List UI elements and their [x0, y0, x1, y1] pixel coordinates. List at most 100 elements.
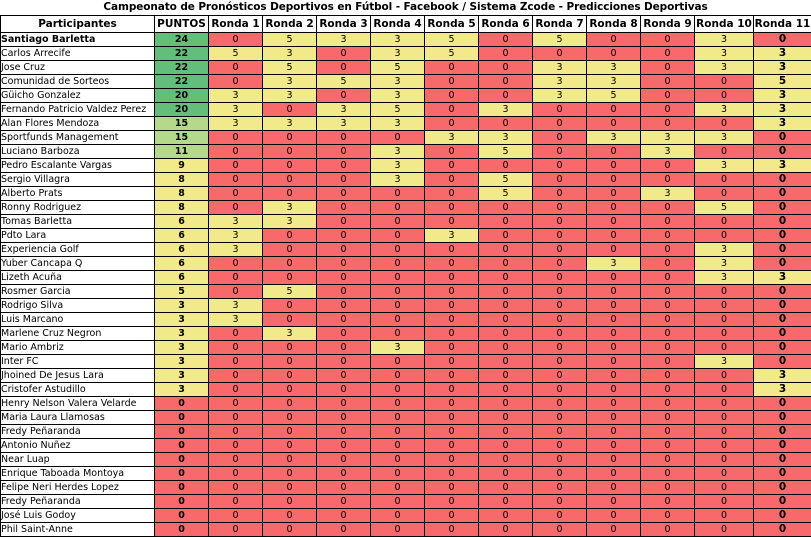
round-score-cell: 0	[317, 509, 371, 523]
round-score-cell: 0	[209, 523, 263, 537]
round-score-cell: 0	[317, 201, 371, 215]
round-score-cell: 0	[317, 425, 371, 439]
round-score-cell: 0	[425, 313, 479, 327]
round-score-cell: 0	[587, 159, 641, 173]
round-score-cell: 3	[209, 243, 263, 257]
round-score-cell: 0	[425, 117, 479, 131]
round-score-cell: 3	[317, 33, 371, 47]
round-score-cell: 0	[425, 397, 479, 411]
round-score-cell: 0	[425, 89, 479, 103]
participant-name: Experiencia Golf	[1, 243, 155, 257]
participant-name: Fredy Peñaranda	[1, 495, 155, 509]
round-score-cell: 0	[587, 523, 641, 537]
round-score-cell: 0	[209, 75, 263, 89]
round-score-cell: 3	[371, 159, 425, 173]
round-score-cell: 0	[209, 439, 263, 453]
round-score-cell: 0	[425, 257, 479, 271]
points-cell: 20	[155, 103, 209, 117]
round-score-cell: 0	[317, 257, 371, 271]
round-score-cell: 0	[263, 481, 317, 495]
round-score-cell: 0	[371, 229, 425, 243]
round-score-cell: 0	[209, 467, 263, 481]
header-round-4: Ronda 4	[371, 16, 425, 33]
round-score-cell: 0	[209, 33, 263, 47]
round-score-cell: 0	[317, 481, 371, 495]
round-score-cell: 0	[479, 75, 533, 89]
round-score-cell: 3	[641, 187, 695, 201]
participant-name: Antonio Nuñez	[1, 439, 155, 453]
points-cell: 3	[155, 355, 209, 369]
round-score-cell: 0	[695, 327, 754, 341]
round-score-cell: 0	[754, 131, 811, 145]
points-cell: 20	[155, 89, 209, 103]
round-score-cell: 0	[533, 215, 587, 229]
round-score-cell: 3	[425, 131, 479, 145]
round-score-cell: 0	[641, 327, 695, 341]
round-score-cell: 3	[263, 89, 317, 103]
round-score-cell: 0	[263, 341, 317, 355]
round-score-cell: 0	[371, 425, 425, 439]
round-score-cell: 0	[754, 425, 811, 439]
round-score-cell: 0	[533, 187, 587, 201]
round-score-cell: 0	[317, 145, 371, 159]
round-score-cell: 0	[425, 341, 479, 355]
points-cell: 0	[155, 453, 209, 467]
round-score-cell: 0	[425, 495, 479, 509]
round-score-cell: 0	[695, 75, 754, 89]
round-score-cell: 3	[533, 89, 587, 103]
round-score-cell: 5	[754, 75, 811, 89]
round-score-cell: 0	[425, 327, 479, 341]
round-score-cell: 0	[533, 229, 587, 243]
round-score-cell: 0	[641, 173, 695, 187]
round-score-cell: 0	[371, 215, 425, 229]
points-cell: 3	[155, 369, 209, 383]
round-score-cell: 0	[371, 453, 425, 467]
round-score-cell: 0	[479, 467, 533, 481]
round-score-cell: 0	[425, 173, 479, 187]
round-score-cell: 0	[263, 411, 317, 425]
round-score-cell: 0	[533, 257, 587, 271]
round-score-cell: 5	[263, 33, 317, 47]
round-score-cell: 3	[754, 271, 811, 285]
round-score-cell: 0	[695, 313, 754, 327]
round-score-cell: 5	[209, 47, 263, 61]
round-score-cell: 0	[317, 467, 371, 481]
round-score-cell: 0	[533, 397, 587, 411]
round-score-cell: 0	[371, 131, 425, 145]
round-score-cell: 0	[641, 467, 695, 481]
round-score-cell: 0	[479, 33, 533, 47]
round-score-cell: 5	[317, 75, 371, 89]
round-score-cell: 0	[317, 355, 371, 369]
round-score-cell: 0	[479, 327, 533, 341]
round-score-cell: 0	[533, 369, 587, 383]
points-cell: 6	[155, 215, 209, 229]
round-score-cell: 3	[587, 61, 641, 75]
round-score-cell: 0	[754, 229, 811, 243]
round-score-cell: 0	[425, 159, 479, 173]
round-score-cell: 0	[641, 481, 695, 495]
points-cell: 0	[155, 481, 209, 495]
round-score-cell: 3	[209, 117, 263, 131]
round-score-cell: 3	[695, 131, 754, 145]
round-score-cell: 0	[209, 341, 263, 355]
round-score-cell: 0	[371, 495, 425, 509]
round-score-cell: 0	[754, 411, 811, 425]
round-score-cell: 0	[425, 369, 479, 383]
header-round-2: Ronda 2	[263, 16, 317, 33]
participant-name: Henry Nelson Valera Velarde	[1, 397, 155, 411]
round-score-cell: 0	[587, 495, 641, 509]
round-score-cell: 0	[479, 341, 533, 355]
participant-name: Carlos Arrecife	[1, 47, 155, 61]
round-score-cell: 0	[587, 313, 641, 327]
round-score-cell: 3	[695, 257, 754, 271]
round-score-cell: 0	[209, 327, 263, 341]
participant-name: Lizeth Acuña	[1, 271, 155, 285]
round-score-cell: 0	[533, 47, 587, 61]
